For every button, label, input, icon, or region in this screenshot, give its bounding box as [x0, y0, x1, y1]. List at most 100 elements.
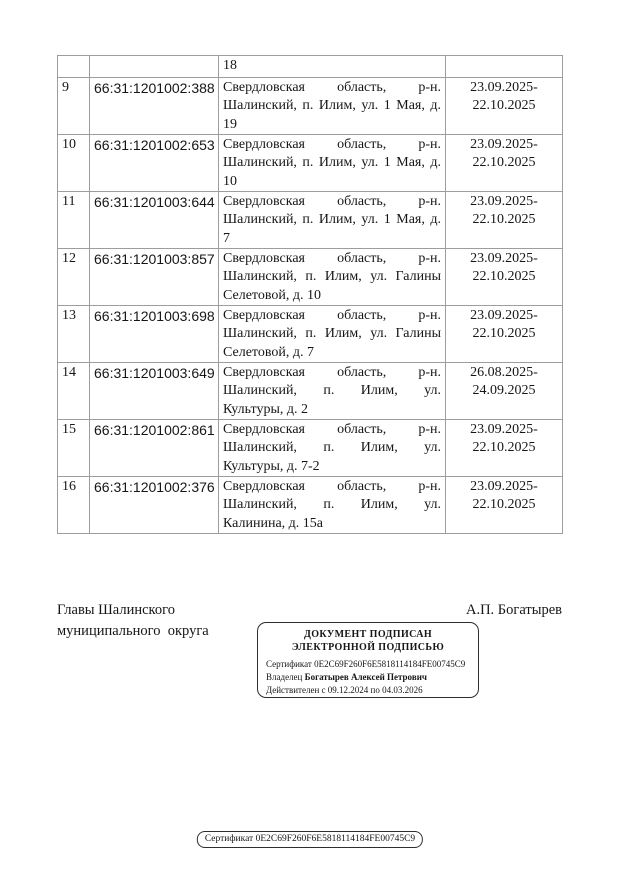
text-line: Свердловская область, р-н. [223, 194, 441, 209]
cadastral-number-cell: 66:31:1201003:649 [89, 362, 219, 420]
text-line: Шалинский, п. Илим, ул. [223, 440, 441, 456]
text-line: 22.10.2025 [472, 269, 536, 285]
text-line: 23.09.2025- [470, 422, 538, 437]
dates-cell: 23.09.2025- 22.10.2025 [445, 476, 563, 534]
address-cell: 18 [218, 55, 446, 78]
text-line: Шалинский, п. Илим, ул. 1 Мая, д. [223, 212, 441, 228]
row-number-cell: 14 [57, 362, 90, 420]
address-cell: Свердловская область, р-н. Шалинский, п. … [218, 191, 446, 249]
text-line: 18 [223, 58, 237, 73]
row-number-cell: 9 [57, 77, 90, 135]
dates-cell: 23.09.2025- 22.10.2025 [445, 191, 563, 249]
cadastral-number-cell: 66:31:1201003:857 [89, 248, 219, 306]
cadastral-number-cell: 66:31:1201003:644 [89, 191, 219, 249]
cadastral-number-cell: 66:31:1201002:376 [89, 476, 219, 534]
cadastral-number-cell: 66:31:1201002:388 [89, 77, 219, 135]
stamp-title-line2: ЭЛЕКТРОННОЙ ПОДПИСЬЮ [291, 641, 445, 653]
signatory-title-line1: Главы Шалинского [57, 602, 175, 618]
signatory-title-line2: муниципального округа [57, 622, 209, 639]
text-line: 26.08.2025- [470, 365, 538, 380]
text-line: Свердловская область, р-н. [223, 137, 441, 152]
text-line: 7 [223, 230, 230, 246]
text-line: Шалинский, п. Илим, ул. [223, 383, 441, 399]
text-line: 23.09.2025- [470, 137, 538, 152]
row-number-cell: 13 [57, 305, 90, 363]
stamp-certificate-value: 0E2C69F260F6E5818114184FE00745C9 [314, 659, 466, 669]
table-row: 10 66:31:1201002:653 Свердловская область,… [57, 134, 563, 192]
row-number-cell: 11 [57, 191, 90, 249]
dates-cell [445, 55, 563, 78]
text-line: Калинина, д. 15а [223, 515, 323, 531]
table-row-continuation: 18 [57, 55, 563, 78]
table-row: 14 66:31:1201003:649 Свердловская область,… [57, 362, 563, 420]
text-line: Шалинский, п. Илим, ул. [223, 497, 441, 513]
stamp-title-line1: ДОКУМЕНТ ПОДПИСАН [303, 629, 433, 640]
text-line: Селетовой, д. 7 [223, 344, 314, 360]
stamp-owner-label: Владелец [266, 672, 303, 682]
cadastral-number-cell: 66:31:1201002:653 [89, 134, 219, 192]
stamp-certificate-line: Сертификат 0E2C69F260F6E5818114184FE0074… [266, 658, 470, 671]
cadastral-number-cell: 66:31:1201002:861 [89, 419, 219, 477]
text-line: Шалинский, п. Илим, ул. Галины [223, 269, 441, 285]
table-row: 13 66:31:1201003:698 Свердловская область,… [57, 305, 563, 363]
text-line: Селетовой, д. 10 [223, 287, 321, 303]
text-line: 23.09.2025- [470, 194, 538, 209]
dates-cell: 26.08.2025- 24.09.2025 [445, 362, 563, 420]
text-line: 24.09.2025 [472, 383, 536, 399]
text-line: Свердловская область, р-н. [223, 365, 441, 380]
row-number-cell: 12 [57, 248, 90, 306]
text-line: Свердловская область, р-н. [223, 251, 441, 266]
text-line: 19 [223, 116, 237, 132]
table-row: 9 66:31:1201002:388 Свердловская область, … [57, 77, 563, 135]
table-row: 12 66:31:1201003:857 Свердловская область,… [57, 248, 563, 306]
table-row: 11 66:31:1201003:644 Свердловская область,… [57, 191, 563, 249]
signatory-title: Главы Шалинского муниципального округа [57, 600, 209, 641]
address-cell: Свердловская область, р-н. Шалинский, п. … [218, 476, 446, 534]
row-number-cell: 16 [57, 476, 90, 534]
electronic-signature-stamp: ДОКУМЕНТ ПОДПИСАН ЭЛЕКТРОННОЙ ПОДПИСЬЮ С… [257, 622, 479, 698]
address-cell: Свердловская область, р-н. Шалинский, п. … [218, 362, 446, 420]
table-row: 16 66:31:1201002:376 Свердловская область,… [57, 476, 563, 534]
address-cell: Свердловская область, р-н. Шалинский, п. … [218, 419, 446, 477]
address-cell: Свердловская область, р-н. Шалинский, п. … [218, 305, 446, 363]
text-line: Шалинский, п. Илим, ул. 1 Мая, д. [223, 155, 441, 171]
parcels-table: 18 9 66:31:1201002:388 Свердловская область… [57, 55, 563, 534]
stamp-owner-value: Богатырев Алексей Петрович [304, 672, 427, 682]
row-number-cell: 15 [57, 419, 90, 477]
text-line: 22.10.2025 [472, 326, 536, 342]
dates-cell: 23.09.2025- 22.10.2025 [445, 419, 563, 477]
text-line: Культуры, д. 7-2 [223, 458, 320, 474]
cadastral-number-cell: 66:31:1201003:698 [89, 305, 219, 363]
text-line: 22.10.2025 [472, 155, 536, 171]
text-line: 22.10.2025 [472, 440, 536, 456]
address-cell: Свердловская область, р-н. Шалинский, п. … [218, 248, 446, 306]
text-line: 22.10.2025 [472, 98, 536, 114]
text-line: Свердловская область, р-н. [223, 80, 441, 95]
text-line: Свердловская область, р-н. [223, 479, 441, 494]
cadastral-number-cell [89, 55, 219, 78]
text-line: Свердловская область, р-н. [223, 422, 441, 437]
text-line: Свердловская область, р-н. [223, 308, 441, 323]
row-number-cell: 10 [57, 134, 90, 192]
text-line: 23.09.2025- [470, 479, 538, 494]
address-cell: Свердловская область, р-н. Шалинский, п. … [218, 134, 446, 192]
dates-cell: 23.09.2025- 22.10.2025 [445, 248, 563, 306]
text-line: 23.09.2025- [470, 251, 538, 266]
stamp-validity-line: Действителен с 09.12.2024 по 04.03.2026 [266, 685, 423, 695]
dates-cell: 23.09.2025- 22.10.2025 [445, 305, 563, 363]
text-line: Шалинский, п. Илим, ул. 1 Мая, д. [223, 98, 441, 114]
text-line: 22.10.2025 [472, 497, 536, 513]
stamp-certificate-label: Сертификат [266, 659, 312, 669]
text-line: 23.09.2025- [470, 80, 538, 95]
table-row: 15 66:31:1201002:861 Свердловская область,… [57, 419, 563, 477]
footer-certificate-badge: Сертификат 0E2C69F260F6E5818114184FE0074… [196, 831, 424, 848]
dates-cell: 23.09.2025- 22.10.2025 [445, 77, 563, 135]
dates-cell: 23.09.2025- 22.10.2025 [445, 134, 563, 192]
text-line: 22.10.2025 [472, 212, 536, 228]
address-cell: Свердловская область, р-н. Шалинский, п. … [218, 77, 446, 135]
signatory-name: А.П. Богатырев [465, 602, 562, 618]
stamp-title: ДОКУМЕНТ ПОДПИСАН ЭЛЕКТРОННОЙ ПОДПИСЬЮ [266, 629, 470, 654]
stamp-owner-line: Владелец Богатырев Алексей Петрович [266, 671, 470, 684]
text-line: 10 [223, 173, 237, 189]
